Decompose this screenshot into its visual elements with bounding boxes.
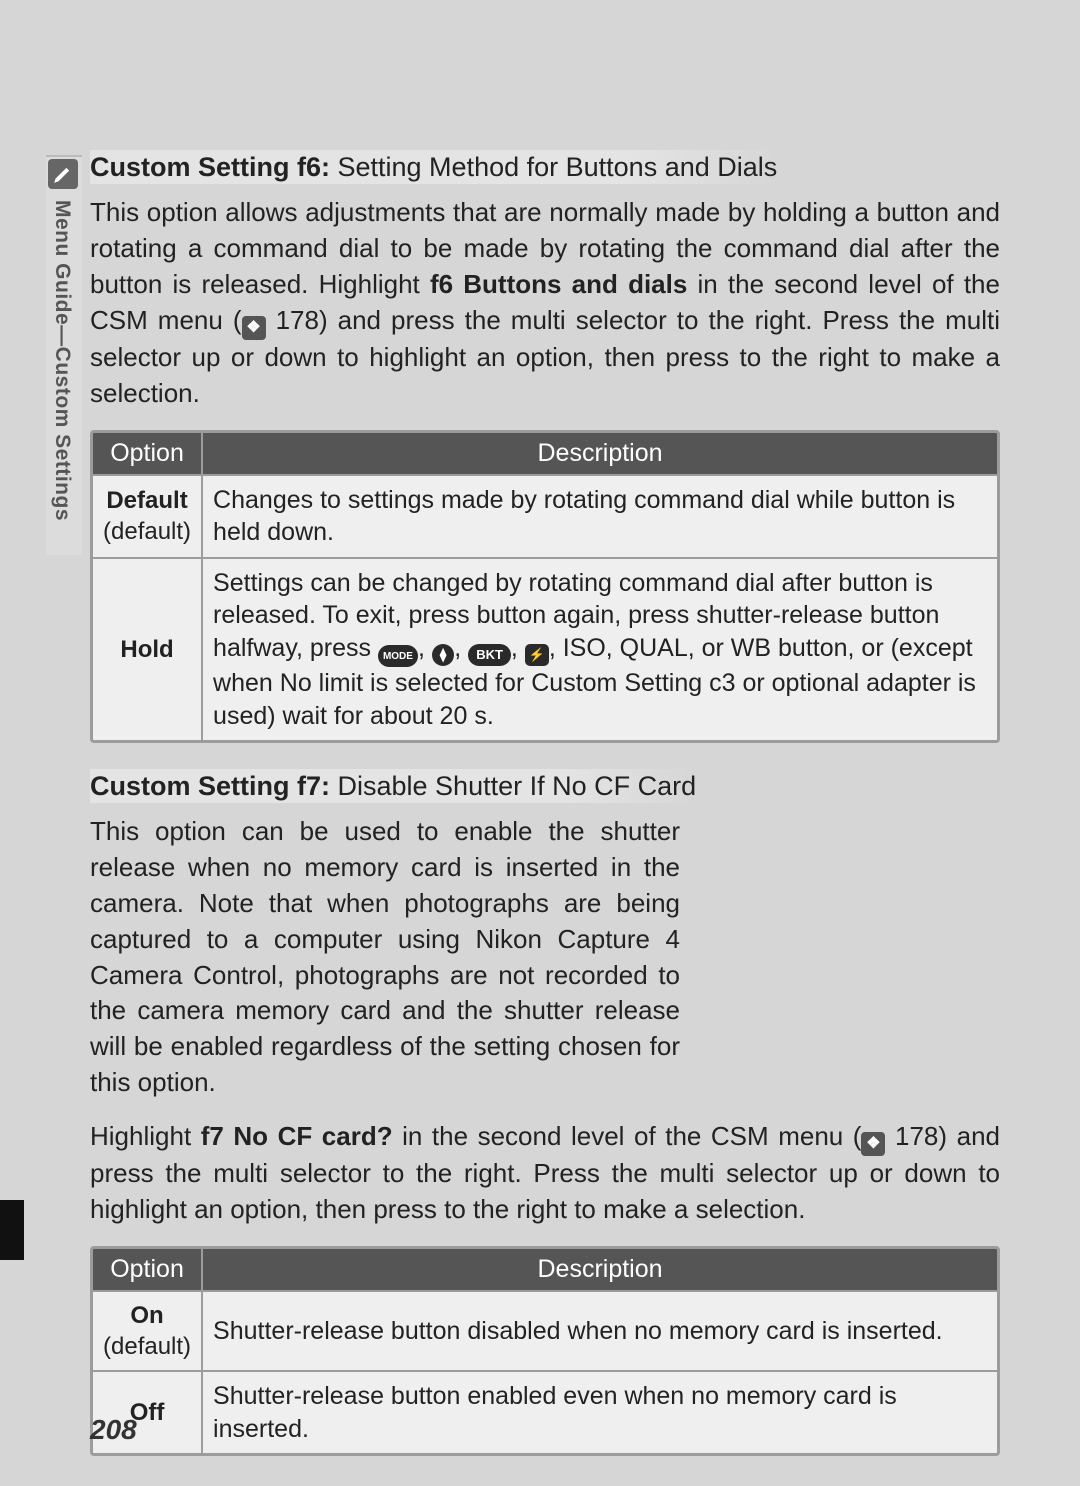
- manual-page: Menu Guide—Custom Settings Custom Settin…: [0, 0, 1080, 1486]
- f7-r0-opt-bold: On: [103, 1300, 191, 1331]
- table-row: Off Shutter-release button enabled even …: [93, 1370, 997, 1453]
- page-content: Custom Setting f6: Setting Method for Bu…: [90, 150, 1000, 1482]
- page-ref-icon: ❖: [242, 316, 266, 340]
- bkt-icon: BKT: [468, 644, 511, 666]
- f7-table: Option Description On (default) Shutter-…: [90, 1246, 1000, 1456]
- f7-heading-bold: Custom Setting f7:: [90, 771, 330, 801]
- f7-p2-ref: 178: [895, 1121, 938, 1151]
- f6-r0-opt-sub: (default): [103, 516, 191, 547]
- f7-r0-opt-sub: (default): [103, 1331, 191, 1362]
- f7-p2-a: Highlight: [90, 1121, 201, 1151]
- f7-p2-b: f7 No CF card?: [201, 1121, 393, 1151]
- f7-paragraph-2: Highlight f7 No CF card? in the second l…: [90, 1119, 1000, 1228]
- f7-r0-desc: Shutter-release button disabled when no …: [203, 1290, 997, 1370]
- page-ref-icon: ❖: [861, 1132, 885, 1156]
- f6-r1-desc: Settings can be changed by rotating comm…: [203, 557, 997, 741]
- f6-r0-opt-bold: Default: [103, 485, 191, 516]
- f6-r1-opt-bold: Hold: [103, 634, 191, 665]
- f6-paragraph: This option allows adjustments that are …: [90, 195, 1000, 411]
- f6-heading-rest: Setting Method for Buttons and Dials: [330, 152, 777, 182]
- page-number: 208: [90, 1414, 137, 1446]
- f6-r0-opt: Default (default): [93, 474, 203, 557]
- f7-heading: Custom Setting f7: Disable Shutter If No…: [90, 769, 1000, 804]
- f7-heading-rest: Disable Shutter If No CF Card: [330, 771, 696, 801]
- f6-p-b: f6 Buttons and dials: [430, 269, 687, 299]
- f6-r1-opt: Hold: [93, 557, 203, 741]
- table-header-row: Option Description: [93, 1249, 997, 1290]
- pencil-icon: [48, 159, 78, 189]
- f7-r0-opt: On (default): [93, 1290, 203, 1370]
- f6-p-ref: 178: [276, 305, 319, 335]
- f7-paragraph-1: This option can be used to enable the sh…: [90, 814, 680, 1101]
- f7-th-option: Option: [93, 1249, 203, 1290]
- f6-heading: Custom Setting f6: Setting Method for Bu…: [90, 150, 1000, 185]
- f6-heading-bold: Custom Setting f6:: [90, 152, 330, 182]
- f7-p2-c: in the second level of the CSM menu (: [393, 1121, 862, 1151]
- table-row: On (default) Shutter-release button disa…: [93, 1290, 997, 1370]
- table-row: Hold Settings can be changed by rotating…: [93, 557, 997, 741]
- f6-th-option: Option: [93, 433, 203, 474]
- table-row: Default (default) Changes to settings ma…: [93, 474, 997, 557]
- mode-icon: MODE: [378, 645, 418, 667]
- index-tab: [0, 1200, 24, 1260]
- f7-r1-desc: Shutter-release button enabled even when…: [203, 1370, 997, 1453]
- f6-r0-desc: Changes to settings made by rotating com…: [203, 474, 997, 557]
- f6-th-desc: Description: [203, 433, 997, 474]
- side-tab-label: Menu Guide—Custom Settings: [50, 200, 74, 560]
- table-header-row: Option Description: [93, 433, 997, 474]
- f7-th-desc: Description: [203, 1249, 997, 1290]
- f6-table: Option Description Default (default) Cha…: [90, 430, 1000, 744]
- exposure-comp-icon: ⧫: [432, 644, 454, 666]
- flash-icon: ⚡: [525, 644, 549, 666]
- f6-r1-bold: No limit: [280, 669, 363, 697]
